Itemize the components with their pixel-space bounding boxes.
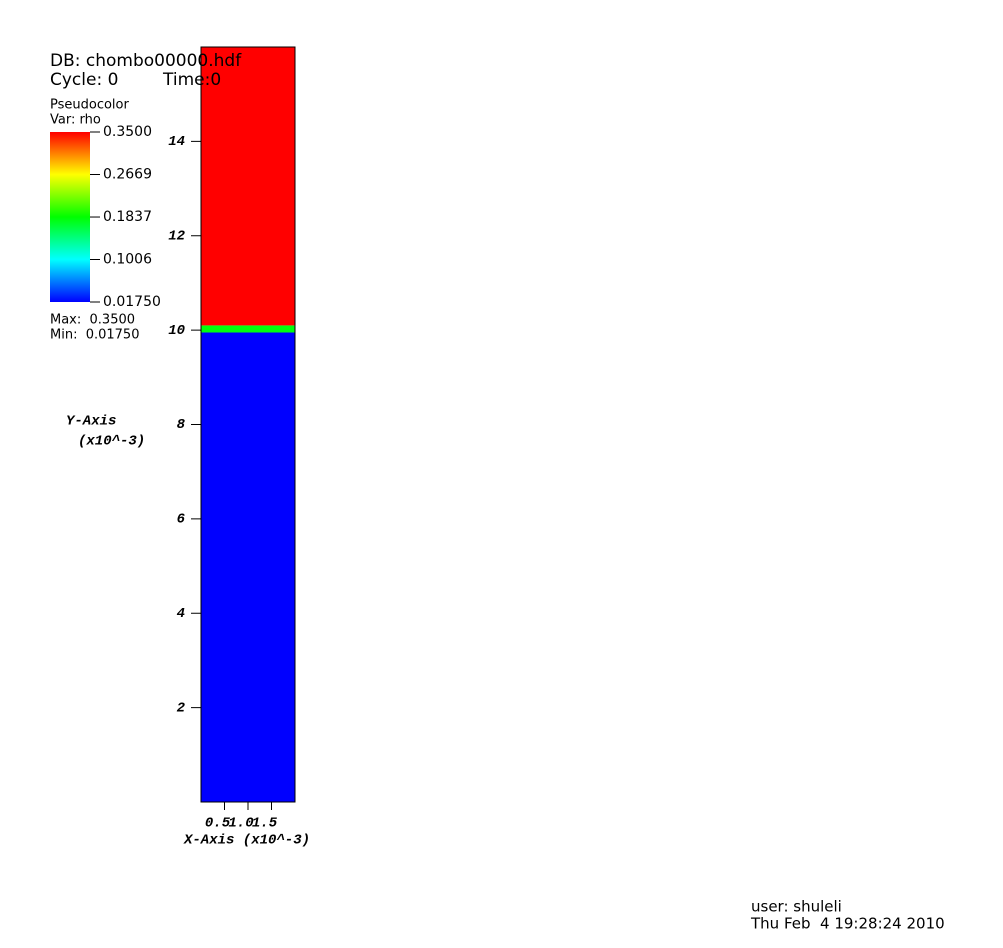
colorbar-tick-label: 0.1837: [103, 209, 152, 225]
cycle: Cycle: 0: [50, 70, 118, 90]
y-axis-label: Y-Axis: [66, 414, 116, 430]
y-tick-label: 12: [168, 228, 185, 244]
y-tick-label: 4: [177, 606, 185, 622]
x-tick-label: 1.5: [252, 816, 278, 832]
field-band: [201, 325, 295, 333]
x-tick-label: 1.0: [228, 816, 253, 832]
y-tick-label: 10: [168, 323, 185, 339]
user: user: shuleli: [751, 898, 842, 916]
colorbar: [50, 132, 90, 302]
date: Thu Feb 4 19:28:24 2010: [750, 915, 945, 933]
y-tick-label: 14: [168, 134, 185, 150]
field-band: [201, 47, 295, 326]
db-name: DB: chombo00000.hdf: [50, 51, 242, 71]
var-name: Var: rho: [50, 113, 101, 128]
max-label: Max: 0.3500: [50, 313, 135, 328]
time: Time:0: [162, 70, 221, 90]
colorbar-tick-label: 0.2669: [103, 166, 152, 182]
plot-name: Pseudocolor: [50, 98, 129, 113]
y-tick-label: 2: [177, 700, 186, 716]
colorbar-tick-label: 0.3500: [103, 124, 152, 140]
field-band: [201, 332, 295, 802]
x-axis-label: X-Axis (x10^-3): [183, 833, 310, 849]
plot-area: [200, 46, 296, 803]
colorbar-tick-label: 0.1006: [103, 252, 152, 268]
y-axis-units: (x10^-3): [78, 434, 145, 450]
min-label: Min: 0.01750: [50, 328, 139, 343]
y-tick-label: 8: [177, 417, 186, 433]
x-tick-label: 0.5: [205, 816, 231, 832]
colorbar-tick-label: 0.01750: [103, 294, 161, 310]
y-tick-label: 6: [177, 512, 186, 528]
